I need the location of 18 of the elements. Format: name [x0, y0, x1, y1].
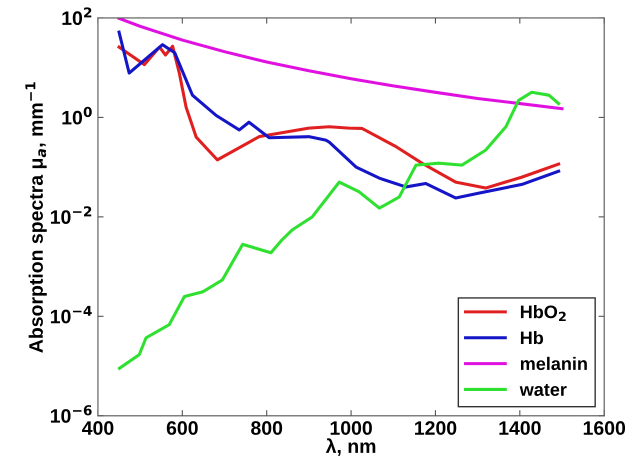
y-tick-label: 10$^{0}$ [62, 106, 92, 125]
y-tick-label: 10$^{−4}$ [50, 306, 92, 324]
line-series [118, 18, 564, 110]
y-tick-label: 10$^{−2}$ [50, 206, 92, 224]
x-tick-label: 1000 [330, 421, 372, 435]
x-axis-title: λ, nm [326, 438, 376, 456]
legend-label: water [520, 384, 567, 396]
y-tick-label: 10$^{2}$ [62, 7, 92, 26]
x-tick-label: 1200 [415, 421, 456, 435]
x-tick-label: 1600 [584, 421, 626, 435]
legend-label: HbO$_{2}$ [520, 305, 566, 322]
x-tick-label: 1400 [499, 421, 541, 435]
y-axis-title: Absorption spectra μ$_{a}$, mm$^{−1}$ [25, 82, 47, 353]
x-tick-label: 800 [251, 421, 282, 435]
legend-label: Hb [520, 330, 544, 344]
legend-label: melanin [520, 356, 587, 370]
x-tick-label: 600 [166, 421, 198, 435]
x-tick-label: 400 [82, 421, 114, 435]
